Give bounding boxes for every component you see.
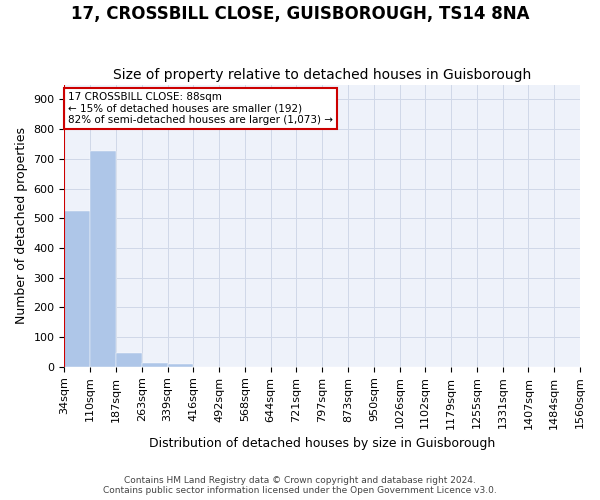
Text: 17, CROSSBILL CLOSE, GUISBOROUGH, TS14 8NA: 17, CROSSBILL CLOSE, GUISBOROUGH, TS14 8… bbox=[71, 5, 529, 23]
Bar bbox=[116, 352, 142, 367]
Bar bbox=[167, 364, 193, 367]
Text: 17 CROSSBILL CLOSE: 88sqm
← 15% of detached houses are smaller (192)
82% of semi: 17 CROSSBILL CLOSE: 88sqm ← 15% of detac… bbox=[68, 92, 333, 125]
Bar bbox=[142, 364, 167, 367]
Bar bbox=[90, 152, 116, 367]
X-axis label: Distribution of detached houses by size in Guisborough: Distribution of detached houses by size … bbox=[149, 437, 496, 450]
Text: Contains HM Land Registry data © Crown copyright and database right 2024.
Contai: Contains HM Land Registry data © Crown c… bbox=[103, 476, 497, 495]
Y-axis label: Number of detached properties: Number of detached properties bbox=[15, 127, 28, 324]
Title: Size of property relative to detached houses in Guisborough: Size of property relative to detached ho… bbox=[113, 68, 532, 82]
Bar bbox=[64, 211, 90, 367]
